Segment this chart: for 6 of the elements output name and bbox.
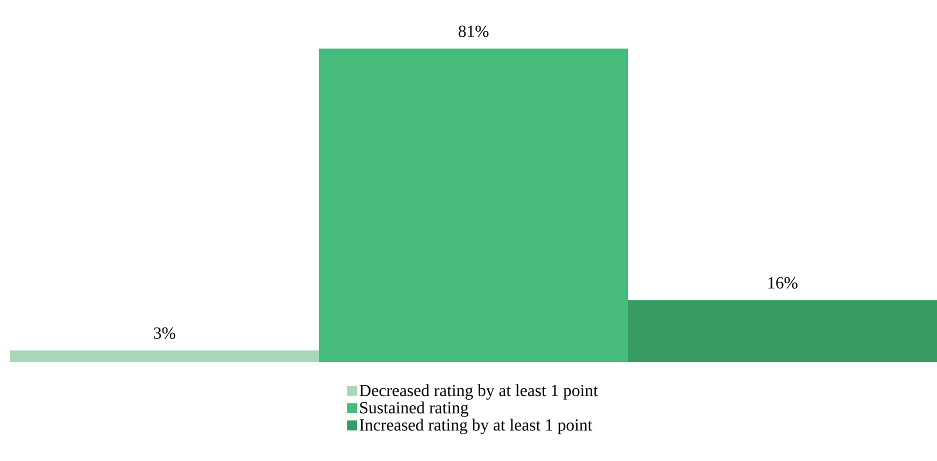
- legend-label: Decreased rating by at least 1 point: [360, 384, 598, 400]
- data-label: 3%: [154, 327, 176, 339]
- legend-label: Sustained rating: [360, 402, 468, 417]
- legend-label: Increased rating by at least 1 point: [360, 418, 592, 434]
- data-label: 81%: [458, 26, 488, 38]
- data-label: 16%: [768, 277, 798, 289]
